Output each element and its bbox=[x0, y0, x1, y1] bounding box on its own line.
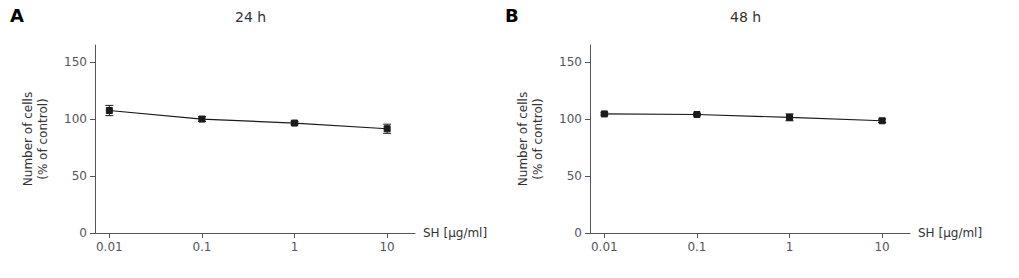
svg-text:Number of cells: Number of cells bbox=[21, 92, 35, 186]
svg-text:(% of control): (% of control) bbox=[36, 98, 50, 180]
svg-text:150: 150 bbox=[64, 55, 87, 69]
svg-text:1: 1 bbox=[291, 240, 299, 254]
svg-text:1: 1 bbox=[786, 240, 794, 254]
svg-text:A: A bbox=[10, 5, 24, 26]
svg-text:0.1: 0.1 bbox=[192, 240, 211, 254]
svg-text:0: 0 bbox=[574, 226, 582, 240]
svg-text:0.1: 0.1 bbox=[687, 240, 706, 254]
svg-text:0.01: 0.01 bbox=[591, 240, 618, 254]
svg-text:48 h: 48 h bbox=[730, 9, 761, 25]
svg-text:B: B bbox=[505, 5, 519, 26]
svg-text:0.01: 0.01 bbox=[96, 240, 123, 254]
svg-text:0: 0 bbox=[79, 226, 87, 240]
svg-text:10: 10 bbox=[874, 240, 889, 254]
svg-text:SH [µg/ml]: SH [µg/ml] bbox=[918, 226, 982, 240]
svg-text:100: 100 bbox=[559, 112, 582, 126]
svg-text:Number of cells: Number of cells bbox=[516, 92, 530, 186]
svg-text:SH [µg/ml]: SH [µg/ml] bbox=[423, 226, 487, 240]
svg-text:50: 50 bbox=[567, 169, 582, 183]
svg-text:(% of control): (% of control) bbox=[531, 98, 545, 180]
svg-text:150: 150 bbox=[559, 55, 582, 69]
svg-text:10: 10 bbox=[379, 240, 394, 254]
svg-text:100: 100 bbox=[64, 112, 87, 126]
svg-text:50: 50 bbox=[72, 169, 87, 183]
svg-text:24 h: 24 h bbox=[235, 9, 266, 25]
